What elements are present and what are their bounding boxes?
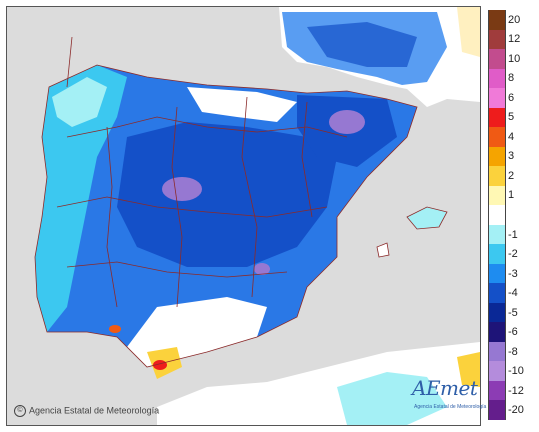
legend-label: 10 (508, 52, 521, 65)
legend-label: 4 (508, 130, 515, 143)
legend-swatch (488, 205, 506, 226)
cold-spot-south (254, 263, 270, 275)
france-positive-corner (457, 7, 480, 57)
legend-swatch (488, 244, 506, 265)
color-legend: 20 12 10 8 6 5 4 3 2 1 -1 -2 -3 -4 -5 -6 -8 -10 -12 -20 (486, 10, 536, 422)
credit-text: Agencia Estatal de Meteorología (29, 405, 160, 416)
legend-swatch (488, 302, 506, 323)
northwest-light-region (52, 77, 107, 127)
legend-label: -1 (508, 228, 518, 241)
legend-swatch (488, 400, 506, 421)
legend-label: 1 (508, 189, 515, 202)
legend-label: 8 (508, 72, 515, 85)
central-deep-blue (117, 122, 337, 267)
legend-swatch (488, 263, 506, 284)
copyright-icon: © (14, 405, 26, 417)
legend-label: 6 (508, 91, 515, 104)
legend-label: -5 (508, 306, 518, 319)
north-white-patch (187, 87, 297, 122)
legend-label: -2 (508, 248, 518, 261)
legend-label: -6 (508, 326, 518, 339)
administrative-borders (34, 36, 418, 368)
legend-swatch (488, 166, 506, 187)
map-canvas (7, 7, 480, 425)
legend-swatch (488, 341, 506, 362)
balearic-islands (406, 206, 448, 230)
logo-subtitle: Agencia Estatal de Meteorología (414, 404, 487, 410)
southwest-positive (109, 325, 121, 333)
legend-label: -20 (508, 404, 524, 417)
copyright-credit: © Agencia Estatal de Meteorología (14, 405, 159, 417)
legend-label: 2 (508, 169, 515, 182)
aemet-logo: AEmet Agencia Estatal de Meteorología (408, 376, 486, 418)
legend-swatch (488, 283, 506, 304)
ibiza-island (376, 242, 390, 258)
legend-swatch (488, 49, 506, 70)
cold-spot-central (162, 177, 202, 201)
legend-label: 5 (508, 111, 515, 124)
legend-swatch (488, 68, 506, 89)
legend-swatch (488, 88, 506, 109)
legend-swatch (488, 322, 506, 343)
legend-swatch (488, 146, 506, 167)
legend-label: -3 (508, 267, 518, 280)
legend-swatch (488, 361, 506, 382)
legend-label: 3 (508, 150, 515, 163)
africa-anomaly (337, 372, 447, 425)
legend-label: -10 (508, 365, 524, 378)
legend-swatch (488, 107, 506, 128)
legend-label: -12 (508, 384, 524, 397)
legend-swatch (488, 29, 506, 50)
west-cyan-region (35, 65, 127, 332)
legend-swatch (488, 224, 506, 245)
cold-spot-north (329, 110, 365, 134)
legend-label: -8 (508, 345, 518, 358)
legend-label: 20 (508, 13, 521, 26)
legend-swatch (488, 127, 506, 148)
france-anomaly-deep (307, 22, 417, 67)
anomaly-map (6, 6, 481, 426)
legend-label: 12 (508, 33, 521, 46)
africa-positive (457, 352, 480, 387)
legend-label: -4 (508, 287, 518, 300)
logo-wordmark: AEmet (412, 376, 478, 400)
legend-swatch (488, 10, 506, 31)
legend-swatch (488, 380, 506, 401)
legend-swatch (488, 185, 506, 206)
